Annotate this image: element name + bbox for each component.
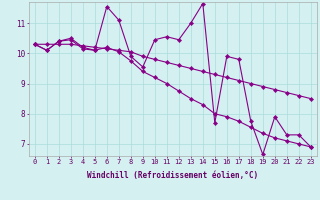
X-axis label: Windchill (Refroidissement éolien,°C): Windchill (Refroidissement éolien,°C) bbox=[87, 171, 258, 180]
